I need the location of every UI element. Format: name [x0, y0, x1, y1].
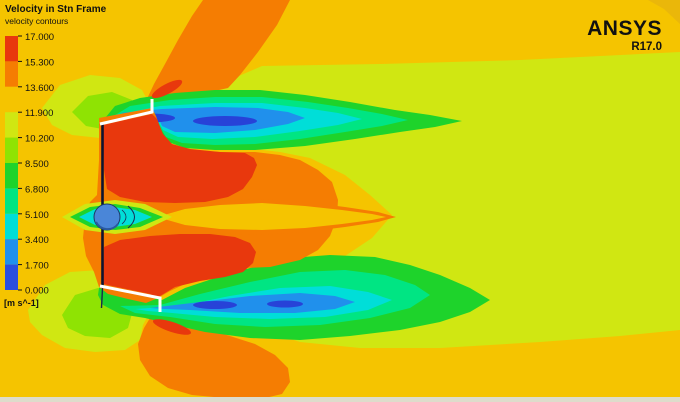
hub-shading: [95, 221, 119, 231]
legend-tick-label: 5.100: [25, 210, 49, 221]
flange-vortex-red-bottom: [152, 319, 192, 335]
flange-vortex-red-top: [151, 79, 183, 99]
colorbar-band: [5, 61, 18, 87]
colorbar-band: [5, 36, 18, 62]
hub-recirculation-contour: [121, 209, 127, 225]
duct-wall-outline-bottom: [99, 284, 162, 312]
axis-band-gold-core: [157, 203, 386, 230]
duct-wall-outline-top: [99, 99, 154, 126]
wake-core-navy-bottom: [193, 301, 237, 309]
legend-subtitle: velocity contours: [5, 16, 68, 26]
legend-tick-label: 8.500: [25, 159, 49, 170]
tip-plume-orange-top: [147, 0, 290, 108]
colorbar-band: [5, 137, 18, 163]
colorbar-band: [5, 264, 18, 290]
legend-tick-label: 15.300: [25, 57, 54, 68]
legend-tick-label: 11.900: [25, 108, 53, 119]
colorbar-band: [5, 163, 18, 189]
legend-unit: [m s^-1]: [4, 298, 39, 308]
legend-tick-label: 6.800: [25, 184, 49, 195]
bottom-border-strip: [0, 397, 680, 402]
corner-shade-region: [648, 0, 680, 24]
legend-tick-label: 17.000: [25, 32, 54, 43]
colorbar-band: [5, 239, 18, 265]
jet-red-lobe-lower: [103, 234, 256, 297]
jet-red-lobe-upper: [103, 114, 257, 203]
legend-tick-label: 0.000: [25, 286, 49, 297]
wake-core-navy-top: [193, 116, 257, 126]
legend-tick-label: 13.600: [25, 83, 54, 94]
ansys-logo-text: ANSYS: [587, 17, 662, 40]
hub-recirculation-contour: [127, 205, 135, 229]
colorbar-ticks: [18, 35, 22, 291]
rotor-blade-root-trace: [100, 287, 104, 309]
colorbar-band: [5, 112, 18, 138]
ansys-logo: ANSYS R17.0: [587, 17, 662, 53]
legend-tick-label: 3.400: [25, 235, 49, 246]
wake-core-navy-bottom: [267, 300, 303, 308]
legend-tick-label: 10.200: [25, 134, 54, 145]
colorbar-band: [5, 188, 18, 214]
ansys-logo-version: R17.0: [631, 41, 662, 53]
colorbar-band: [5, 213, 18, 240]
colorbar-band: [5, 86, 18, 113]
legend: Velocity in Stn Frame velocity contours …: [4, 4, 107, 308]
legend-tick-label: 1.700: [25, 261, 49, 272]
legend-title: Velocity in Stn Frame: [5, 4, 107, 15]
